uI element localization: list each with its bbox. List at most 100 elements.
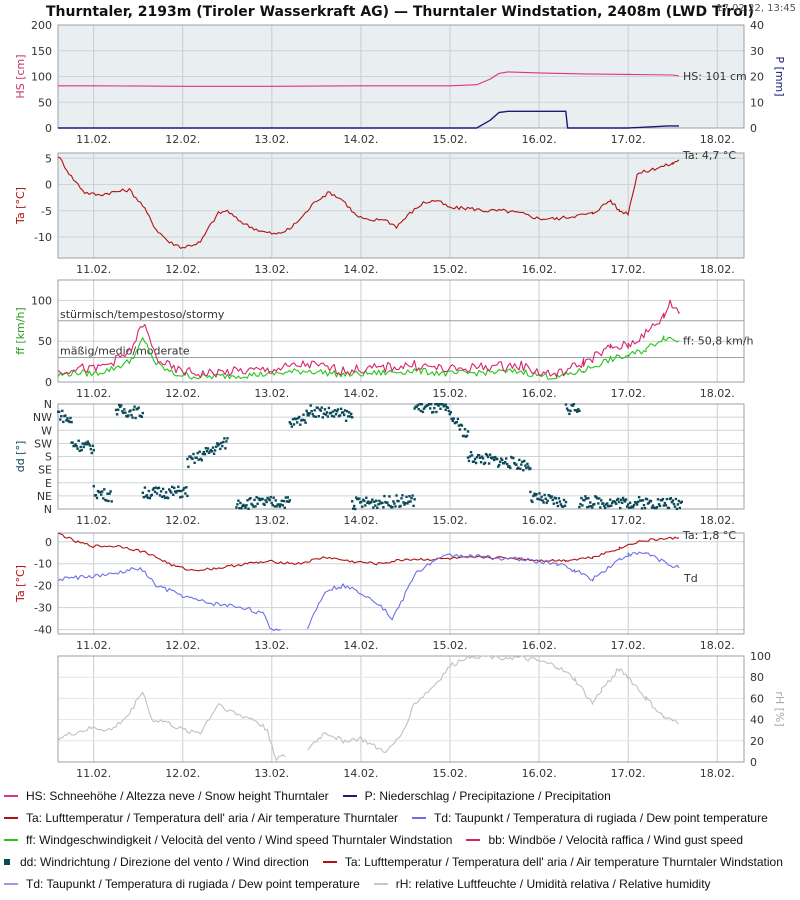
y-axis-label: HS [cm] [14,54,27,98]
direction-point [583,499,586,502]
direction-point [272,496,275,499]
direction-point [302,413,305,416]
direction-point [422,407,426,410]
direction-point [261,497,264,501]
direction-point [257,497,260,500]
direction-point [187,465,190,468]
direction-point [540,495,543,498]
direction-point [252,505,255,508]
direction-point [645,498,649,501]
panel-wind_speed: 0 50 100 ff [km/h] 11.02. 12.02. 13.02. 14.02. 1… [14,279,754,400]
direction-point [603,504,606,508]
direction-point [658,504,662,508]
direction-point [472,460,476,463]
y2-tick-label: 100 [750,650,771,663]
direction-point [651,504,655,507]
direction-point [664,504,668,507]
direction-point [618,500,621,504]
direction-point [278,505,281,508]
direction-point [86,440,89,443]
x-tick-label: 14.02. [343,767,378,780]
direction-point [306,411,309,415]
direction-point [79,445,82,449]
y2-tick-label: 20 [750,735,764,748]
direction-point [499,460,502,463]
direction-point [274,499,277,502]
direction-point [105,499,108,502]
direction-point [465,434,469,437]
direction-point [543,493,546,497]
direction-point [415,405,418,409]
direction-point [564,403,568,406]
panel-rel_humidity: 0 20 40 60 80 100 rH [%] 11.02. 12.02. 13.02. 14.0… [57,650,786,780]
direction-point [195,456,198,459]
x-tick-label: 15.02. [433,263,468,276]
direction-point [467,459,471,463]
direction-point [406,502,409,505]
direction-point [676,503,680,506]
direction-point [561,505,565,508]
direction-point [118,403,121,407]
direction-point [120,404,123,407]
direction-point [253,498,256,502]
y-tick-label: -20 [34,580,52,593]
x-tick-label: 18.02. [700,387,735,400]
direction-point [158,494,162,497]
direction-point [286,496,289,499]
direction-point [552,502,555,505]
y-tick-label: SE [38,464,52,477]
direction-point [180,489,183,493]
direction-point [500,457,503,460]
direction-point [466,430,470,433]
x-tick-label: 13.02. [254,263,289,276]
direction-point [179,496,182,499]
direction-point [596,497,599,500]
direction-point [268,498,271,502]
x-tick-label: 16.02. [522,133,557,146]
y2-tick-label: 10 [750,96,764,109]
direction-point [399,504,402,508]
direction-point [66,417,69,420]
series-ta [57,156,680,249]
direction-point [617,497,620,501]
direction-point [419,409,422,413]
legend-item: dd: Windrichtung / Direzione del vento /… [4,855,309,869]
direction-point [311,413,314,416]
direction-point [578,505,581,509]
x-tick-label: 14.02. [343,133,378,146]
series-p [58,110,679,129]
legend-line-swatch [4,883,18,885]
x-tick-label: 12.02. [165,133,200,146]
y-tick-label: 0 [45,122,52,135]
direction-point [667,506,671,510]
direction-point [292,423,296,426]
direction-point [207,451,211,454]
direction-point [504,461,507,464]
direction-point [519,467,522,470]
direction-point [220,441,223,445]
direction-point [210,450,214,453]
direction-point [308,412,311,415]
direction-point [176,489,179,493]
x-tick-label: 18.02. [700,639,735,652]
direction-point [239,501,242,505]
direction-point [656,498,660,501]
direction-point [492,456,495,459]
direction-point [634,501,638,505]
legend-square-swatch [4,859,10,865]
direction-point [383,494,386,498]
x-tick-label: 16.02. [522,263,557,276]
direction-point [352,507,355,510]
series-td [306,551,680,630]
legend-line-swatch [342,795,357,797]
direction-point [522,469,525,472]
direction-point [334,413,338,416]
direction-point [546,499,549,502]
direction-point [608,504,611,508]
y-tick-label: 100 [31,294,52,307]
x-tick-label: 12.02. [165,767,200,780]
x-tick-label: 13.02. [254,387,289,400]
direction-point [556,504,560,508]
direction-point [78,449,81,453]
direction-point [363,499,366,503]
